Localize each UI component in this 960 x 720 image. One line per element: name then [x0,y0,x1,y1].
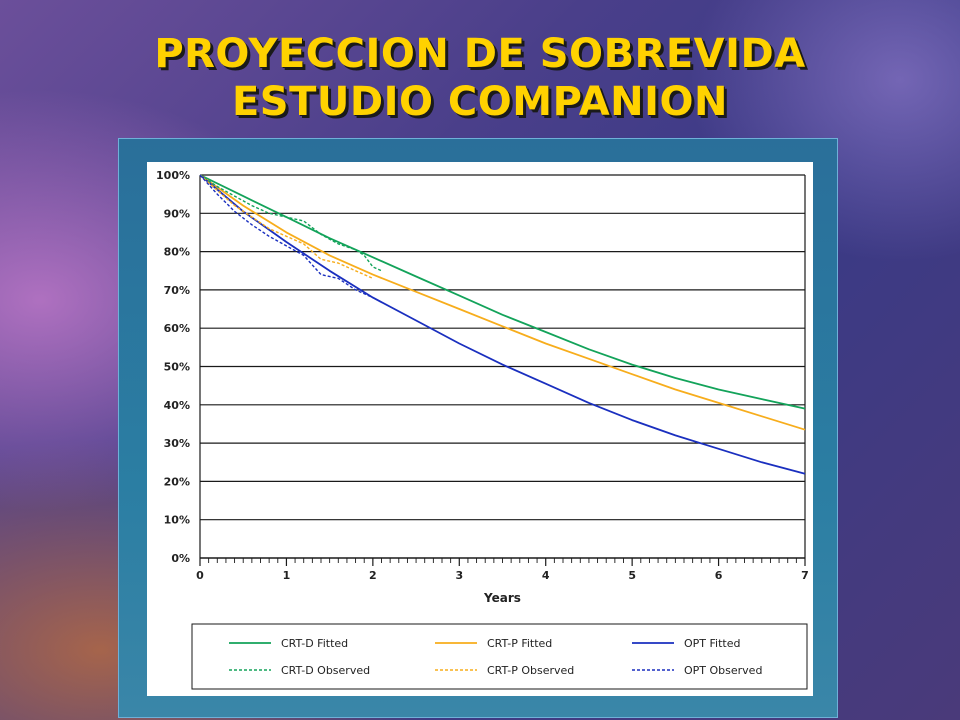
x-tick-label: 3 [455,569,463,582]
series-line-crt-d-fitted [199,174,806,410]
legend-label: OPT Observed [684,664,762,677]
y-tick-label: 0% [171,552,190,565]
y-tick-label: 10% [164,514,190,527]
x-axis-ticks: 0 1 2 3 4 5 6 7 [196,558,809,582]
chart-legend: CRT-D Fitted CRT-P Fitted OPT Fitted CRT-D … [191,623,808,690]
chart-background [147,162,813,696]
series-line-crt-p-fitted [199,174,806,431]
y-tick-label: 80% [164,246,190,259]
x-tick-label: 0 [196,569,204,582]
y-tick-label: 100% [156,169,190,182]
legend-box [191,623,808,690]
x-tick-label: 4 [542,569,550,582]
series-line-opt-observed [199,174,374,299]
y-tick-label: 20% [164,475,190,488]
series-lines [199,174,806,475]
y-tick-label: 70% [164,284,190,297]
legend-label: CRT-P Fitted [487,637,552,650]
x-tick-label: 2 [369,569,377,582]
y-tick-label: 90% [164,207,190,220]
slide-title-line1: PROYECCION DE SOBREVIDA [154,31,806,77]
slide-title-line2: ESTUDIO COMPANION [231,79,729,125]
legend-label: CRT-P Observed [487,664,574,677]
y-tick-label: 40% [164,399,190,412]
x-tick-label: 7 [801,569,809,582]
x-tick-label: 5 [628,569,636,582]
series-line-crt-p-observed [199,174,374,280]
y-tick-label: 60% [164,322,190,335]
x-axis-label: Years [483,591,521,605]
y-tick-label: 50% [164,361,190,374]
y-tick-label: 30% [164,437,190,450]
series-line-opt-fitted [199,174,806,475]
legend-label: OPT Fitted [684,637,740,650]
slide-title: PROYECCION DE SOBREVIDA ESTUDIO COMPANIO… [0,30,960,126]
y-axis-ticks: 0% 10% 20% 30% 40% 50% 60% 70% 80% 90% 100% [156,169,190,565]
legend-label: CRT-D Observed [281,664,370,677]
x-tick-label: 6 [715,569,723,582]
survival-chart: 0% 10% 20% 30% 40% 50% 60% 70% 80% 90% 100% 0 1 2 3 4 5… [147,162,813,696]
series-line-crt-d-observed [199,174,382,272]
x-tick-label: 1 [283,569,291,582]
legend-label: CRT-D Fitted [281,637,348,650]
